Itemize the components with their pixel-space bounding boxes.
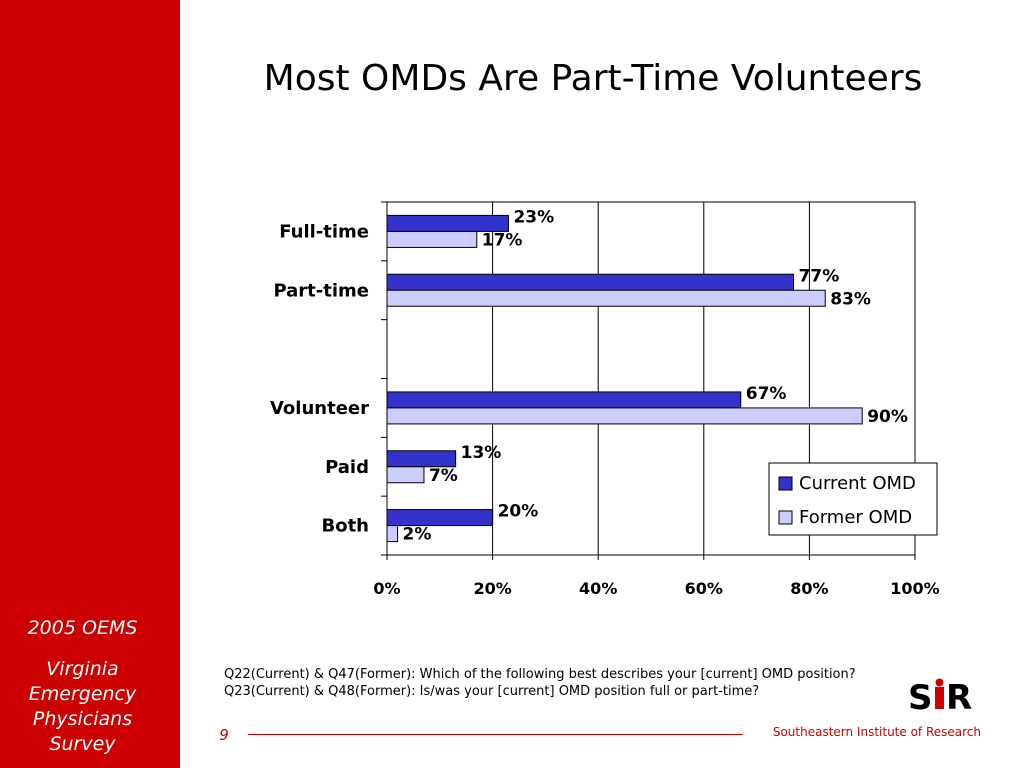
x-tick-label: 60% (685, 579, 723, 598)
bar (386, 525, 399, 543)
data-label: 17% (482, 230, 523, 250)
data-label: 83% (830, 289, 871, 309)
footnote-line: Q23(Current) & Q48(Former): Is/was your … (224, 684, 760, 699)
bar (386, 407, 863, 425)
page-title: Most OMDs Are Part-Time Volunteers (263, 58, 923, 99)
category-label: Both (321, 516, 369, 537)
data-label: 90% (867, 407, 908, 427)
bar (386, 230, 478, 248)
sidebar-survey-line: Physicians (32, 708, 133, 730)
bar (386, 289, 826, 307)
footnote: Q22(Current) & Q47(Former): Which of the… (224, 666, 914, 700)
category-label: Full-time (279, 221, 369, 242)
x-tick-label: 0% (373, 579, 400, 598)
sidebar-year-label: 2005 OEMS (27, 617, 138, 639)
sidebar-survey-line: Virginia (46, 658, 119, 680)
bar (386, 273, 795, 291)
x-tick-label: 20% (473, 579, 511, 598)
data-label: 13% (461, 443, 502, 463)
logo-letter-s: S (908, 678, 933, 714)
sidebar-survey-line: Survey (49, 733, 116, 755)
sidebar: 2005 OEMS Virginia Emergency Physicians … (0, 0, 180, 768)
bar (386, 466, 425, 484)
sidebar-survey-line: Emergency (28, 683, 137, 705)
bar (386, 214, 509, 232)
category-label: Volunteer (270, 398, 369, 419)
bar (386, 509, 494, 527)
bar (386, 391, 742, 409)
data-label: 77% (799, 266, 840, 286)
logo-figure-body (935, 687, 944, 709)
legend-swatch (778, 476, 793, 491)
x-tick-label: 100% (890, 579, 939, 598)
page-number: 9 (219, 726, 229, 744)
footnote-line: Q22(Current) & Q47(Former): Which of the… (224, 667, 856, 682)
data-label: 7% (429, 466, 458, 486)
data-label: 67% (746, 384, 787, 404)
footer-organization: Southeastern Institute of Research (772, 725, 981, 739)
logo-figure-head (935, 678, 944, 687)
category-label: Paid (325, 457, 369, 478)
bar (386, 450, 457, 468)
sidebar-survey-label: Virginia Emergency Physicians Survey (0, 657, 165, 757)
logo-letter-r: R (946, 678, 972, 714)
data-label: 20% (498, 502, 539, 522)
category-label: Part-time (273, 280, 369, 301)
legend-label: Former OMD (799, 507, 912, 528)
data-label: 2% (403, 525, 432, 545)
legend-label: Current OMD (799, 473, 916, 494)
legend-box (768, 462, 938, 536)
footer-divider (248, 734, 743, 735)
x-tick-label: 40% (579, 579, 617, 598)
legend-swatch (778, 510, 793, 525)
sir-logo-icon: S R (908, 678, 972, 714)
data-label: 23% (513, 207, 554, 227)
x-tick-label: 80% (790, 579, 828, 598)
